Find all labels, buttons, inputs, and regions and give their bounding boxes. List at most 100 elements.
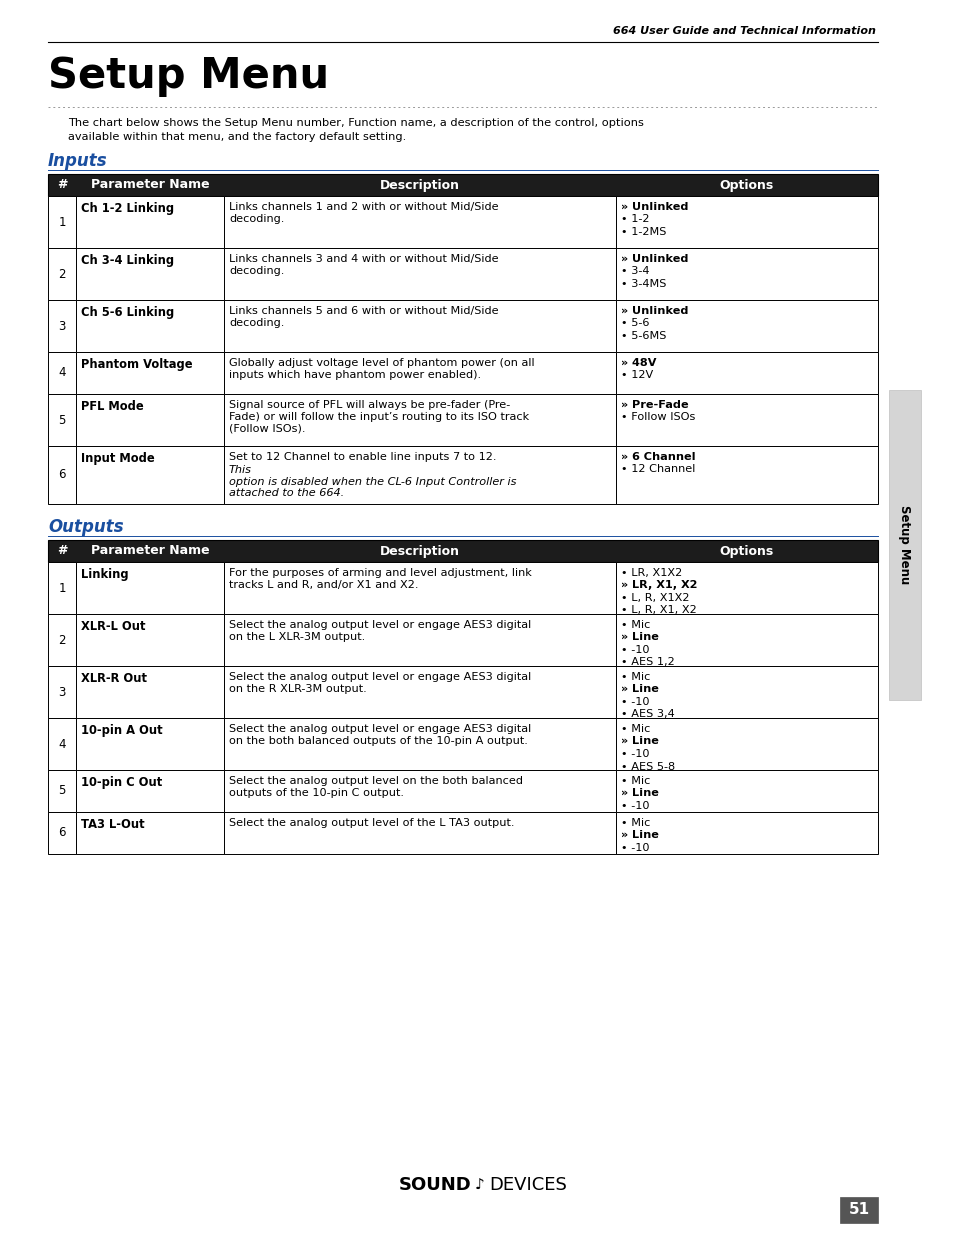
Text: • -10: • -10	[620, 748, 649, 760]
Text: Select the analog output level on the both balanced
outputs of the 10-pin C outp: Select the analog output level on the bo…	[229, 776, 522, 798]
Text: 3: 3	[58, 320, 66, 332]
Text: Signal source of PFL will always be pre-fader (Pre-
Fade) or will follow the inp: Signal source of PFL will always be pre-…	[229, 400, 529, 433]
Text: • Mic: • Mic	[620, 724, 650, 734]
Text: • AES 3,4: • AES 3,4	[620, 709, 674, 720]
Text: TA3 L-Out: TA3 L-Out	[81, 818, 145, 831]
Text: • -10: • -10	[620, 645, 649, 655]
Text: Links channels 3 and 4 with or without Mid/Side
decoding.: Links channels 3 and 4 with or without M…	[229, 254, 498, 275]
Bar	[48, 248, 76, 300]
Text: • 5-6: • 5-6	[620, 319, 649, 329]
Text: Options: Options	[720, 179, 773, 191]
Text: • -10: • -10	[620, 697, 649, 706]
Bar	[224, 352, 616, 394]
Bar	[76, 614, 224, 666]
Text: ♪: ♪	[475, 1177, 484, 1193]
Text: 6: 6	[58, 826, 66, 840]
Text: • L, R, X1, X2: • L, R, X1, X2	[620, 605, 696, 615]
Text: » Pre-Fade: » Pre-Fade	[620, 400, 688, 410]
Text: • 12V: • 12V	[620, 370, 653, 380]
Bar	[76, 769, 224, 811]
Text: available within that menu, and the factory default setting.: available within that menu, and the fact…	[68, 132, 406, 142]
Text: SOUND: SOUND	[399, 1176, 472, 1194]
Bar	[616, 300, 877, 352]
Text: • Follow ISOs: • Follow ISOs	[620, 412, 695, 422]
Bar	[48, 562, 76, 614]
Bar	[616, 811, 877, 853]
Text: Select the analog output level of the L TA3 output.: Select the analog output level of the L …	[229, 818, 514, 827]
Text: 4: 4	[58, 367, 66, 379]
Bar	[840, 1197, 877, 1223]
Bar	[48, 614, 76, 666]
Bar	[224, 666, 616, 718]
Bar	[224, 300, 616, 352]
Text: • 3-4: • 3-4	[620, 267, 649, 277]
Bar	[888, 390, 920, 700]
Text: • L, R, X1X2: • L, R, X1X2	[620, 593, 689, 603]
Text: Description: Description	[379, 179, 459, 191]
Bar	[616, 248, 877, 300]
Bar	[616, 614, 877, 666]
Text: Outputs: Outputs	[48, 517, 124, 536]
Text: » Unlinked: » Unlinked	[620, 254, 688, 264]
Text: Select the analog output level or engage AES3 digital
on the R XLR-3M output.: Select the analog output level or engage…	[229, 672, 531, 694]
Text: #: #	[56, 545, 67, 557]
Text: Select the analog output level or engage AES3 digital
on the both balanced outpu: Select the analog output level or engage…	[229, 724, 531, 746]
Text: • Mic: • Mic	[620, 620, 650, 630]
Text: Description: Description	[379, 545, 459, 557]
Text: 664 User Guide and Technical Information: 664 User Guide and Technical Information	[613, 26, 875, 36]
Text: Setup Menu: Setup Menu	[48, 56, 329, 98]
Bar	[224, 196, 616, 248]
Bar	[224, 614, 616, 666]
Bar	[48, 196, 76, 248]
Bar	[224, 446, 616, 504]
Bar	[76, 718, 224, 769]
Bar	[224, 562, 616, 614]
Text: #: #	[56, 179, 67, 191]
Bar	[616, 562, 877, 614]
Text: » LR, X1, X2: » LR, X1, X2	[620, 580, 697, 590]
Text: • 1-2MS: • 1-2MS	[620, 227, 666, 237]
Text: Phantom Voltage: Phantom Voltage	[81, 358, 193, 370]
Text: • 1-2: • 1-2	[620, 215, 649, 225]
Text: » 6 Channel: » 6 Channel	[620, 452, 695, 462]
Bar	[48, 446, 76, 504]
Bar	[48, 811, 76, 853]
Text: Options: Options	[720, 545, 773, 557]
Text: 2: 2	[58, 634, 66, 646]
Text: 5: 5	[58, 784, 66, 798]
Text: » Unlinked: » Unlinked	[620, 203, 688, 212]
Bar	[48, 540, 877, 562]
Text: • 12 Channel: • 12 Channel	[620, 464, 695, 474]
Text: DEVICES: DEVICES	[489, 1176, 566, 1194]
Text: Set to 12 Channel to enable line inputs 7 to 12.: Set to 12 Channel to enable line inputs …	[229, 452, 499, 462]
Text: Input Mode: Input Mode	[81, 452, 154, 466]
Bar	[48, 769, 76, 811]
Text: XLR-R Out: XLR-R Out	[81, 672, 147, 685]
Text: Parameter Name: Parameter Name	[91, 545, 209, 557]
Bar	[224, 769, 616, 811]
Text: 51: 51	[847, 1203, 868, 1218]
Bar	[616, 196, 877, 248]
Text: • Mic: • Mic	[620, 818, 650, 827]
Bar	[48, 352, 76, 394]
Text: Setup Menu: Setup Menu	[898, 505, 910, 584]
Bar	[48, 718, 76, 769]
Bar	[224, 811, 616, 853]
Text: 4: 4	[58, 737, 66, 751]
Text: 10-pin A Out: 10-pin A Out	[81, 724, 162, 737]
Text: Inputs: Inputs	[48, 152, 108, 170]
Text: 5: 5	[58, 414, 66, 426]
Bar	[48, 394, 76, 446]
Text: This
option is disabled when the CL-6 Input Controller is
attached to the 664.: This option is disabled when the CL-6 In…	[229, 466, 516, 498]
Bar	[48, 174, 877, 196]
Bar	[616, 446, 877, 504]
Text: Linking: Linking	[81, 568, 129, 580]
Bar	[76, 446, 224, 504]
Bar	[76, 300, 224, 352]
Text: 6: 6	[58, 468, 66, 482]
Text: • 3-4MS: • 3-4MS	[620, 279, 666, 289]
Bar	[76, 562, 224, 614]
Text: XLR-L Out: XLR-L Out	[81, 620, 146, 634]
Bar	[48, 666, 76, 718]
Bar	[76, 394, 224, 446]
